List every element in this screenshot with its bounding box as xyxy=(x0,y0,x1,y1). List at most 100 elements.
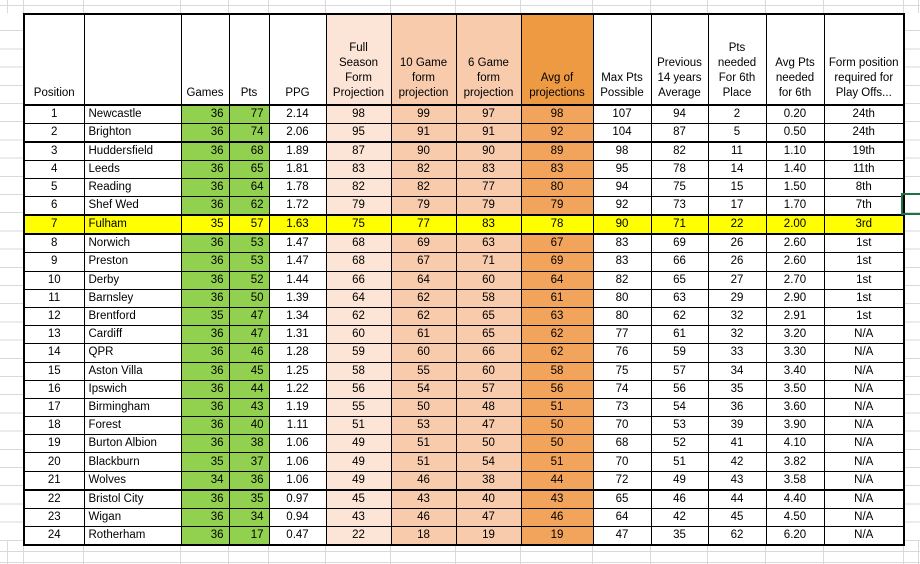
header-games[interactable]: Games xyxy=(180,13,230,106)
cell-6-game-projection[interactable]: 65 xyxy=(455,325,522,345)
cell-pts[interactable]: 43 xyxy=(228,397,270,418)
cell-team[interactable]: Barnsley xyxy=(83,288,182,308)
cell-avg-pts-needed-for-6th[interactable]: 1.10 xyxy=(765,141,825,161)
cell-pts-needed-for-6th[interactable]: 2 xyxy=(707,104,767,124)
cell-max-pts-possible[interactable]: 94 xyxy=(592,178,652,198)
cell-full-season-projection[interactable]: 45 xyxy=(325,489,392,509)
cell-form-position-required[interactable]: 24th xyxy=(823,104,905,124)
cell-team[interactable]: Shef Wed xyxy=(83,196,182,217)
cell-max-pts-possible[interactable]: 70 xyxy=(592,416,652,436)
cell-full-season-projection[interactable]: 22 xyxy=(325,525,392,546)
header-ppg[interactable]: PPG xyxy=(268,13,327,106)
cell-pts[interactable]: 62 xyxy=(228,196,270,217)
cell-position[interactable]: 14 xyxy=(23,343,85,363)
cell-pts[interactable]: 46 xyxy=(228,343,270,363)
cell-team[interactable]: Huddersfield xyxy=(83,141,182,161)
cell-pts-needed-for-6th[interactable]: 17 xyxy=(707,196,767,217)
cell-avg-pts-needed-for-6th[interactable]: 1.50 xyxy=(765,178,825,198)
cell-pts[interactable]: 36 xyxy=(228,470,270,491)
cell-form-position-required[interactable]: 11th xyxy=(823,159,905,180)
cell-form-position-required[interactable]: N/A xyxy=(823,434,905,454)
cell-form-position-required[interactable]: 3rd xyxy=(823,214,905,236)
cell-form-position-required[interactable]: N/A xyxy=(823,325,905,345)
cell-previous-14-years-average[interactable]: 82 xyxy=(650,141,709,161)
cell-position[interactable]: 6 xyxy=(23,196,85,217)
cell-games[interactable]: 34 xyxy=(180,470,230,491)
cell-avg-pts-needed-for-6th[interactable]: 3.90 xyxy=(765,416,825,436)
cell-form-position-required[interactable]: N/A xyxy=(823,507,905,527)
cell-form-position-required[interactable]: 8th xyxy=(823,178,905,198)
cell-avg-of-projections[interactable]: 69 xyxy=(520,252,594,272)
cell-games[interactable]: 36 xyxy=(180,379,230,399)
cell-games[interactable]: 35 xyxy=(180,214,230,236)
cell-max-pts-possible[interactable]: 70 xyxy=(592,452,652,472)
cell-10-game-projection[interactable]: 79 xyxy=(390,196,457,217)
cell-pts-needed-for-6th[interactable]: 34 xyxy=(707,361,767,381)
cell-6-game-projection[interactable]: 19 xyxy=(455,525,522,546)
cell-games[interactable]: 36 xyxy=(180,178,230,198)
cell-pts-needed-for-6th[interactable]: 43 xyxy=(707,470,767,491)
cell-ppg[interactable]: 1.11 xyxy=(268,416,327,436)
cell-team[interactable]: Forest xyxy=(83,416,182,436)
cell-form-position-required[interactable]: N/A xyxy=(823,397,905,418)
cell-ppg[interactable]: 1.25 xyxy=(268,361,327,381)
cell-team[interactable]: Rotherham xyxy=(83,525,182,546)
cell-pts[interactable]: 44 xyxy=(228,379,270,399)
cell-ppg[interactable]: 1.06 xyxy=(268,434,327,454)
cell-full-season-projection[interactable]: 68 xyxy=(325,252,392,272)
cell-10-game-projection[interactable]: 46 xyxy=(390,507,457,527)
cell-6-game-projection[interactable]: 97 xyxy=(455,104,522,124)
cell-games[interactable]: 36 xyxy=(180,416,230,436)
cell-pts[interactable]: 57 xyxy=(228,214,270,236)
cell-ppg[interactable]: 1.89 xyxy=(268,141,327,161)
cell-avg-pts-needed-for-6th[interactable]: 2.60 xyxy=(765,233,825,254)
cell-team[interactable]: Leeds xyxy=(83,159,182,180)
cell-previous-14-years-average[interactable]: 57 xyxy=(650,361,709,381)
cell-max-pts-possible[interactable]: 73 xyxy=(592,397,652,418)
cell-6-game-projection[interactable]: 57 xyxy=(455,379,522,399)
cell-team[interactable]: Burton Albion xyxy=(83,434,182,454)
cell-full-season-projection[interactable]: 49 xyxy=(325,452,392,472)
cell-team[interactable]: Cardiff xyxy=(83,325,182,345)
cell-games[interactable]: 36 xyxy=(180,252,230,272)
cell-position[interactable]: 11 xyxy=(23,288,85,308)
cell-pts[interactable]: 64 xyxy=(228,178,270,198)
cell-avg-of-projections[interactable]: 83 xyxy=(520,159,594,180)
cell-avg-pts-needed-for-6th[interactable]: 3.30 xyxy=(765,343,825,363)
cell-6-game-projection[interactable]: 54 xyxy=(455,452,522,472)
cell-full-season-projection[interactable]: 64 xyxy=(325,288,392,308)
cell-ppg[interactable]: 1.47 xyxy=(268,252,327,272)
cell-position[interactable]: 12 xyxy=(23,306,85,327)
cell-form-position-required[interactable]: N/A xyxy=(823,416,905,436)
cell-position[interactable]: 10 xyxy=(23,270,85,290)
cell-games[interactable]: 36 xyxy=(180,270,230,290)
cell-6-game-projection[interactable]: 50 xyxy=(455,434,522,454)
cell-6-game-projection[interactable]: 71 xyxy=(455,252,522,272)
cell-avg-pts-needed-for-6th[interactable]: 6.20 xyxy=(765,525,825,546)
cell-full-season-projection[interactable]: 66 xyxy=(325,270,392,290)
cell-position[interactable]: 21 xyxy=(23,470,85,491)
cell-position[interactable]: 22 xyxy=(23,489,85,509)
cell-games[interactable]: 36 xyxy=(180,233,230,254)
cell-team[interactable]: Wolves xyxy=(83,470,182,491)
cell-games[interactable]: 36 xyxy=(180,325,230,345)
cell-position[interactable]: 16 xyxy=(23,379,85,399)
cell-full-season-projection[interactable]: 79 xyxy=(325,196,392,217)
cell-form-position-required[interactable]: N/A xyxy=(823,343,905,363)
cell-position[interactable]: 9 xyxy=(23,252,85,272)
cell-games[interactable]: 36 xyxy=(180,196,230,217)
cell-ppg[interactable]: 0.97 xyxy=(268,489,327,509)
cell-6-game-projection[interactable]: 60 xyxy=(455,270,522,290)
cell-full-season-projection[interactable]: 43 xyxy=(325,507,392,527)
cell-avg-pts-needed-for-6th[interactable]: 2.60 xyxy=(765,252,825,272)
cell-position[interactable]: 3 xyxy=(23,141,85,161)
cell-max-pts-possible[interactable]: 80 xyxy=(592,288,652,308)
cell-pts[interactable]: 47 xyxy=(228,325,270,345)
cell-max-pts-possible[interactable]: 74 xyxy=(592,379,652,399)
cell-6-game-projection[interactable]: 83 xyxy=(455,214,522,236)
cell-6-game-projection[interactable]: 48 xyxy=(455,397,522,418)
cell-avg-of-projections[interactable]: 79 xyxy=(520,196,594,217)
cell-team[interactable]: Wigan xyxy=(83,507,182,527)
cell-previous-14-years-average[interactable]: 46 xyxy=(650,489,709,509)
cell-ppg[interactable]: 1.44 xyxy=(268,270,327,290)
